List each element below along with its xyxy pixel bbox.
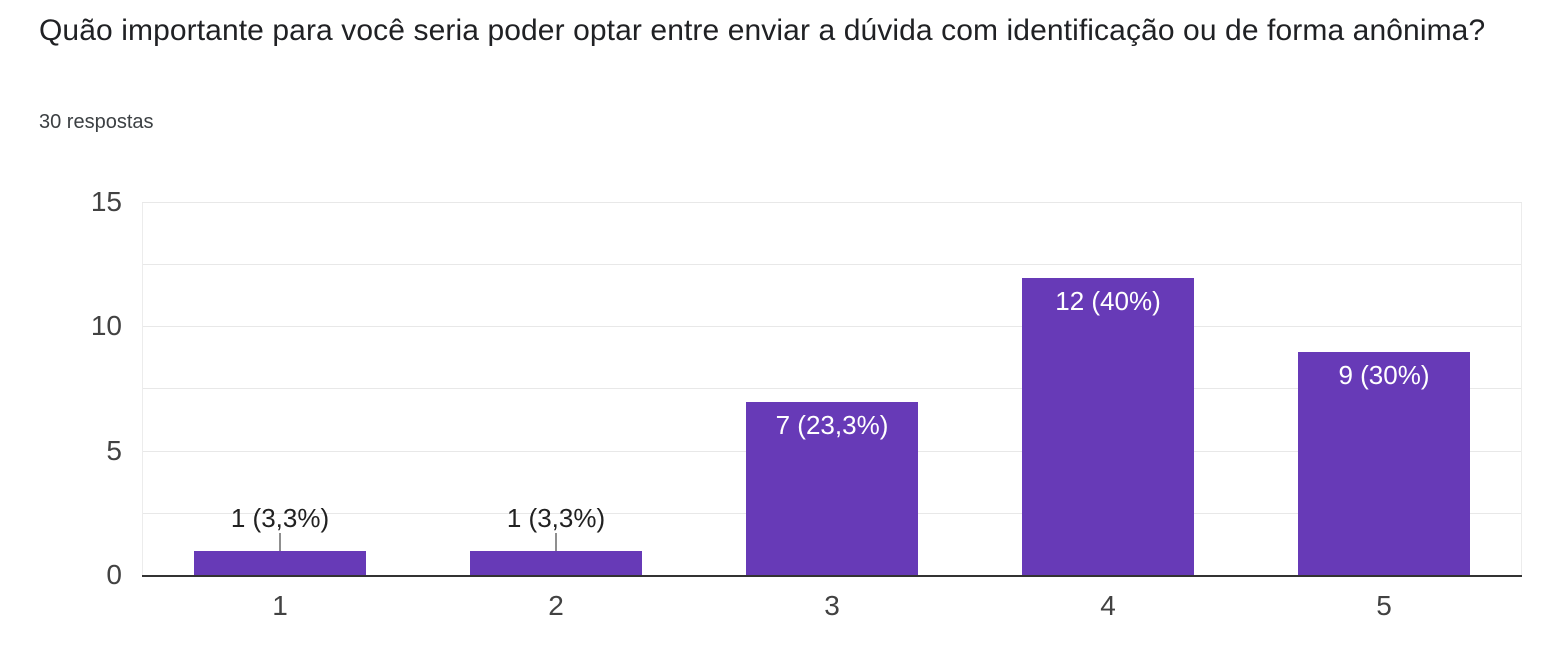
bar [470,551,642,576]
question-title: Quão importante para você seria poder op… [39,14,1486,47]
bar [194,551,366,576]
bar-label-callout-line [555,533,557,551]
x-axis-label: 1 [272,590,288,621]
bar [746,402,918,576]
bar [1022,278,1194,576]
bar [1298,352,1470,576]
x-axis-label: 2 [548,590,564,621]
bar-value-label: 7 (23,3%) [775,410,889,440]
x-axis-label: 3 [824,590,840,621]
y-axis-label: 10 [90,310,122,341]
y-axis-label: 0 [106,559,122,590]
x-axis-label: 4 [1100,590,1116,621]
bar-value-label: 12 (40%) [1055,286,1161,316]
plot-area [142,202,1522,577]
x-axis-baseline [142,575,1522,577]
y-axis-label: 15 [90,186,122,217]
x-axis-label: 5 [1376,590,1392,621]
bar-value-label: 1 (3,3%) [230,503,330,533]
plot-right-edge [1521,203,1522,576]
gridline [142,326,1522,327]
gridline [142,202,1522,203]
bar-value-label: 1 (3,3%) [506,503,606,533]
y-axis-label: 5 [106,435,122,466]
bar-label-callout-line [279,533,281,551]
gridline [142,264,1522,265]
gridline [142,388,1522,389]
response-count: 30 respostas [39,111,154,133]
plot-left-edge [142,203,143,576]
bar-value-label: 9 (30%) [1338,360,1430,390]
